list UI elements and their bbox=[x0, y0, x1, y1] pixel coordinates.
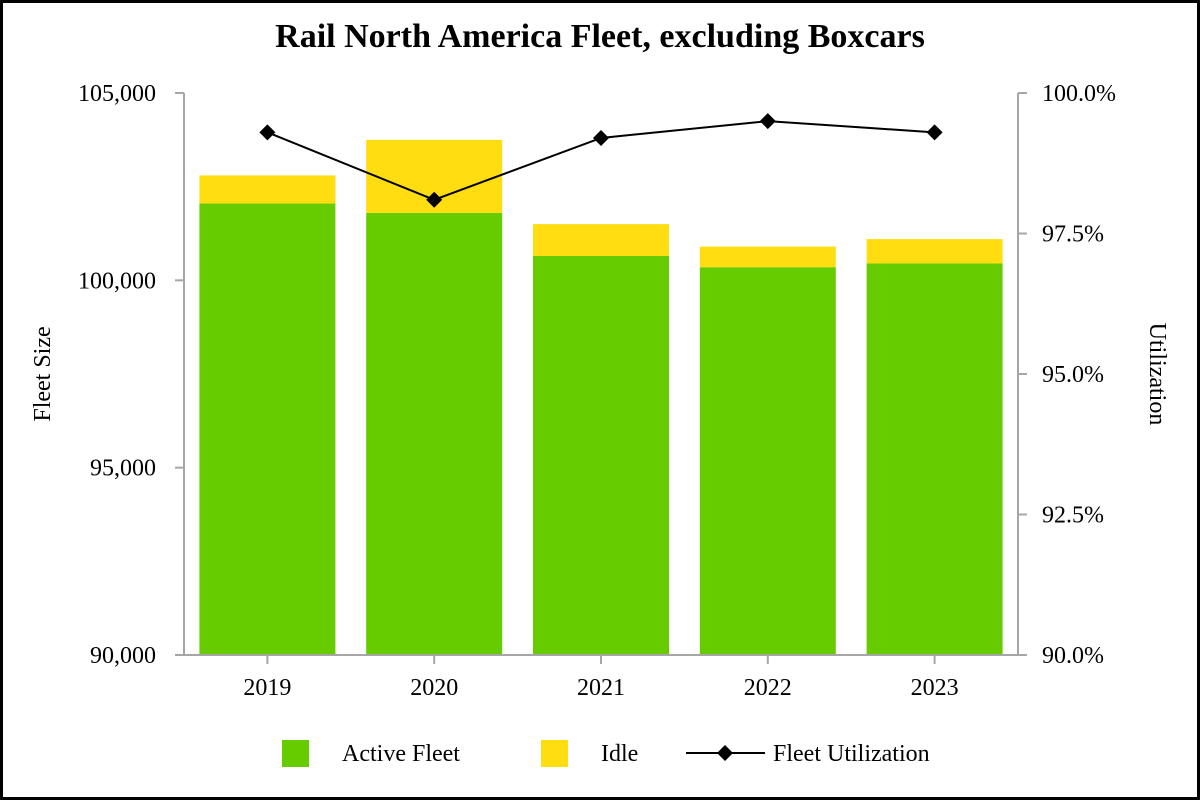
x-tick-label: 2021 bbox=[577, 675, 625, 701]
fleet-utilization-point-2019 bbox=[259, 124, 276, 141]
bar-idle-2022 bbox=[699, 246, 836, 268]
utilization-line-layer bbox=[259, 113, 943, 208]
y2-tick-label: 95.0% bbox=[1042, 362, 1104, 388]
bar-idle-2023 bbox=[866, 239, 1003, 264]
chart-title: Rail North America Fleet, excluding Boxc… bbox=[275, 18, 925, 55]
y2-tick-label: 100.0% bbox=[1042, 81, 1116, 107]
x-tick-label: 2023 bbox=[911, 675, 959, 701]
bar-active-fleet-2022 bbox=[699, 267, 836, 655]
legend: Active Fleet Idle Fleet Utilization bbox=[282, 740, 930, 767]
y-tick-label: 105,000 bbox=[78, 81, 156, 107]
bar-active-fleet-2023 bbox=[866, 263, 1003, 655]
y2-axis-title: Utilization bbox=[1144, 323, 1170, 426]
bar-layer bbox=[199, 139, 1003, 656]
legend-label-idle: Idle bbox=[601, 741, 638, 767]
legend-label-fleet-utilization: Fleet Utilization bbox=[773, 741, 930, 767]
x-tick-label: 2020 bbox=[410, 675, 458, 701]
x-tick-label: 2022 bbox=[744, 675, 792, 701]
bar-active-fleet-2020 bbox=[366, 212, 503, 656]
y-tick-label: 100,000 bbox=[78, 268, 156, 294]
fleet-utilization-point-2022 bbox=[759, 113, 776, 130]
y2-tick-label: 90.0% bbox=[1042, 643, 1104, 669]
legend-swatch-idle bbox=[541, 740, 568, 767]
legend-marker-fleet-utilization bbox=[717, 745, 733, 761]
bar-idle-2021 bbox=[533, 224, 669, 256]
axes-layer: 90,000 95,000 100,000 105,000 90.0% 92.5% 95.0… bbox=[78, 81, 1116, 701]
legend-swatch-active-fleet bbox=[282, 740, 309, 767]
y-tick-label: 90,000 bbox=[90, 643, 156, 669]
fleet-utilization-point-2021 bbox=[593, 129, 609, 146]
y2-tick-label: 97.5% bbox=[1042, 222, 1104, 248]
bar-active-fleet-2019 bbox=[199, 203, 336, 655]
y-axis-title: Fleet Size bbox=[30, 326, 56, 421]
fleet-utilization-point-2020 bbox=[426, 191, 443, 208]
bar-active-fleet-2021 bbox=[533, 255, 669, 656]
fleet-utilization-point-2023 bbox=[926, 124, 943, 141]
legend-label-active-fleet: Active Fleet bbox=[342, 741, 460, 767]
y2-tick-label: 92.5% bbox=[1042, 503, 1104, 529]
bar-idle-2019 bbox=[199, 175, 336, 204]
y-tick-label: 95,000 bbox=[90, 456, 156, 482]
x-tick-label: 2019 bbox=[243, 675, 291, 701]
